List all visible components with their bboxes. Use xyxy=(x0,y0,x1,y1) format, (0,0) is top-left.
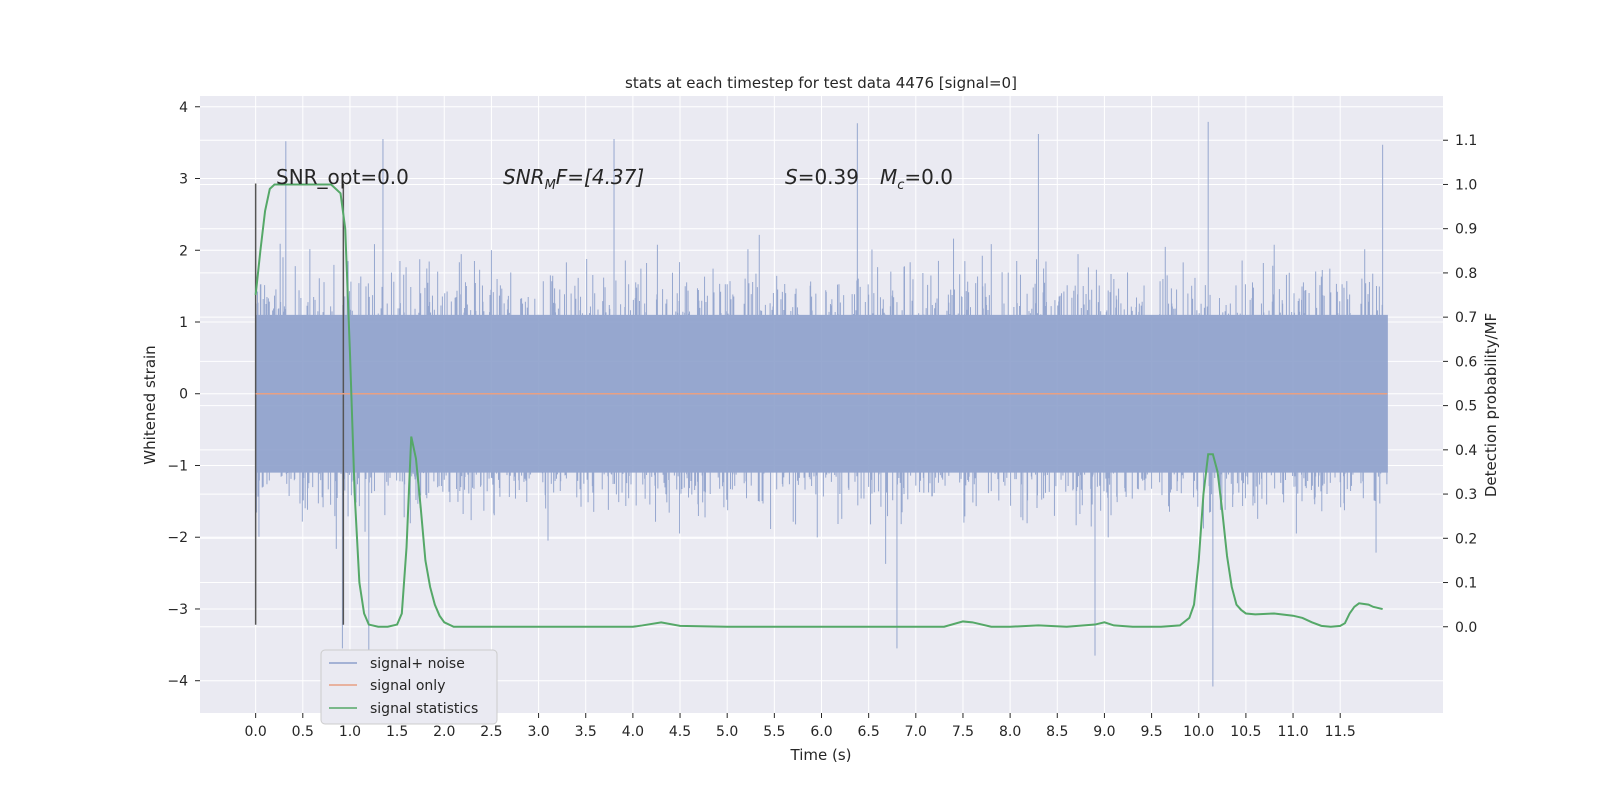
legend-label-signal-only: signal only xyxy=(370,678,445,694)
y-axis-label-right: Detection probability/MF xyxy=(1482,313,1500,497)
y-tick-label-right: 1.0 xyxy=(1455,177,1477,193)
annotation-snr-mf-sub: M xyxy=(545,178,556,193)
y-tick-label-right: 0.5 xyxy=(1455,399,1477,415)
annotation-snr-mf: SNRMF=[4.37] xyxy=(503,165,644,193)
y-tick-label-right: 0.0 xyxy=(1455,620,1477,636)
x-tick-label: 9.5 xyxy=(1140,724,1162,740)
y-tick-label-left: 1 xyxy=(179,315,188,331)
y-tick-label-left: −1 xyxy=(167,458,188,474)
annotation-s-name: S xyxy=(785,165,798,189)
x-tick-label: 8.5 xyxy=(1046,724,1068,740)
annotation-s: S=0.39 xyxy=(785,165,859,189)
x-axis-label: Time (s) xyxy=(790,746,852,764)
x-tick-label: 0.0 xyxy=(245,724,267,740)
y-tick-label-left: 0 xyxy=(179,387,188,403)
annotation-mc-sub: c xyxy=(897,178,904,193)
y-tick-label-right: 0.1 xyxy=(1455,576,1477,592)
x-tick-label: 4.0 xyxy=(622,724,644,740)
x-tick-label: 4.5 xyxy=(669,724,691,740)
y-tick-label-right: 0.7 xyxy=(1455,310,1477,326)
annotation-mc-rest: =0.0 xyxy=(904,165,953,189)
x-tick-label: 5.5 xyxy=(763,724,785,740)
y-tick-label-right: 0.9 xyxy=(1455,222,1477,238)
annotation-snr-mf-name: SNR xyxy=(503,165,545,189)
x-tick-label: 3.0 xyxy=(527,724,549,740)
y-tick-label-right: 0.6 xyxy=(1455,354,1477,370)
x-tick-label: 10.0 xyxy=(1183,724,1214,740)
x-tick-label: 6.0 xyxy=(810,724,832,740)
chart-title: stats at each timestep for test data 447… xyxy=(625,74,1017,92)
x-tick-label: 1.5 xyxy=(386,724,408,740)
axis-ticks: 0.0 0.5 1.0 1.5 2.0 2.5 3.0 3.5 4.0 4.5 5.0 5.5 6.0 6… xyxy=(167,100,1477,740)
x-tick-label: 0.5 xyxy=(292,724,314,740)
y-tick-label-left: −2 xyxy=(167,530,188,546)
y-tick-label-left: 4 xyxy=(179,100,188,116)
y-tick-label-right: 0.3 xyxy=(1455,487,1477,503)
y-tick-label-right: 0.8 xyxy=(1455,266,1477,282)
x-tick-label: 9.0 xyxy=(1093,724,1115,740)
x-tick-label: 6.5 xyxy=(858,724,880,740)
annotation-mc-name: M xyxy=(880,165,897,189)
annotation-s-rest: =0.39 xyxy=(798,165,859,189)
y-tick-label-left: 3 xyxy=(179,172,188,188)
x-tick-label: 3.5 xyxy=(575,724,597,740)
y-tick-label-left: −3 xyxy=(167,602,188,618)
legend: signal+ noise signal only signal statist… xyxy=(320,649,498,725)
y-tick-label-right: 1.1 xyxy=(1455,133,1477,149)
x-tick-label: 11.0 xyxy=(1277,724,1308,740)
y-axis-label-left: Whitened strain xyxy=(141,345,159,464)
legend-box xyxy=(320,649,498,725)
annotation-snr-mf-rest: F=[4.37] xyxy=(556,165,644,189)
x-tick-label: 8.0 xyxy=(999,724,1021,740)
annotation-snr-opt: SNR_opt=0.0 xyxy=(276,165,409,189)
x-tick-label: 2.5 xyxy=(480,724,502,740)
y-tick-label-left: 2 xyxy=(179,243,188,259)
x-tick-label: 2.0 xyxy=(433,724,455,740)
x-tick-label: 7.0 xyxy=(905,724,927,740)
x-tick-label: 5.0 xyxy=(716,724,738,740)
x-tick-label: 10.5 xyxy=(1230,724,1261,740)
y-tick-label-right: 0.4 xyxy=(1455,443,1477,459)
series-signal-statistics xyxy=(254,183,1383,628)
y-tick-label-right: 0.2 xyxy=(1455,531,1477,547)
series-layer xyxy=(254,121,1388,687)
y-tick-label-left: −4 xyxy=(167,674,188,690)
annotation-mc: Mc=0.0 xyxy=(880,165,953,193)
legend-label-signal-noise: signal+ noise xyxy=(370,656,465,672)
x-tick-label: 1.0 xyxy=(339,724,361,740)
x-tick-label: 7.5 xyxy=(952,724,974,740)
legend-label-signal-statistics: signal statistics xyxy=(370,701,478,717)
x-tick-label: 11.5 xyxy=(1325,724,1356,740)
